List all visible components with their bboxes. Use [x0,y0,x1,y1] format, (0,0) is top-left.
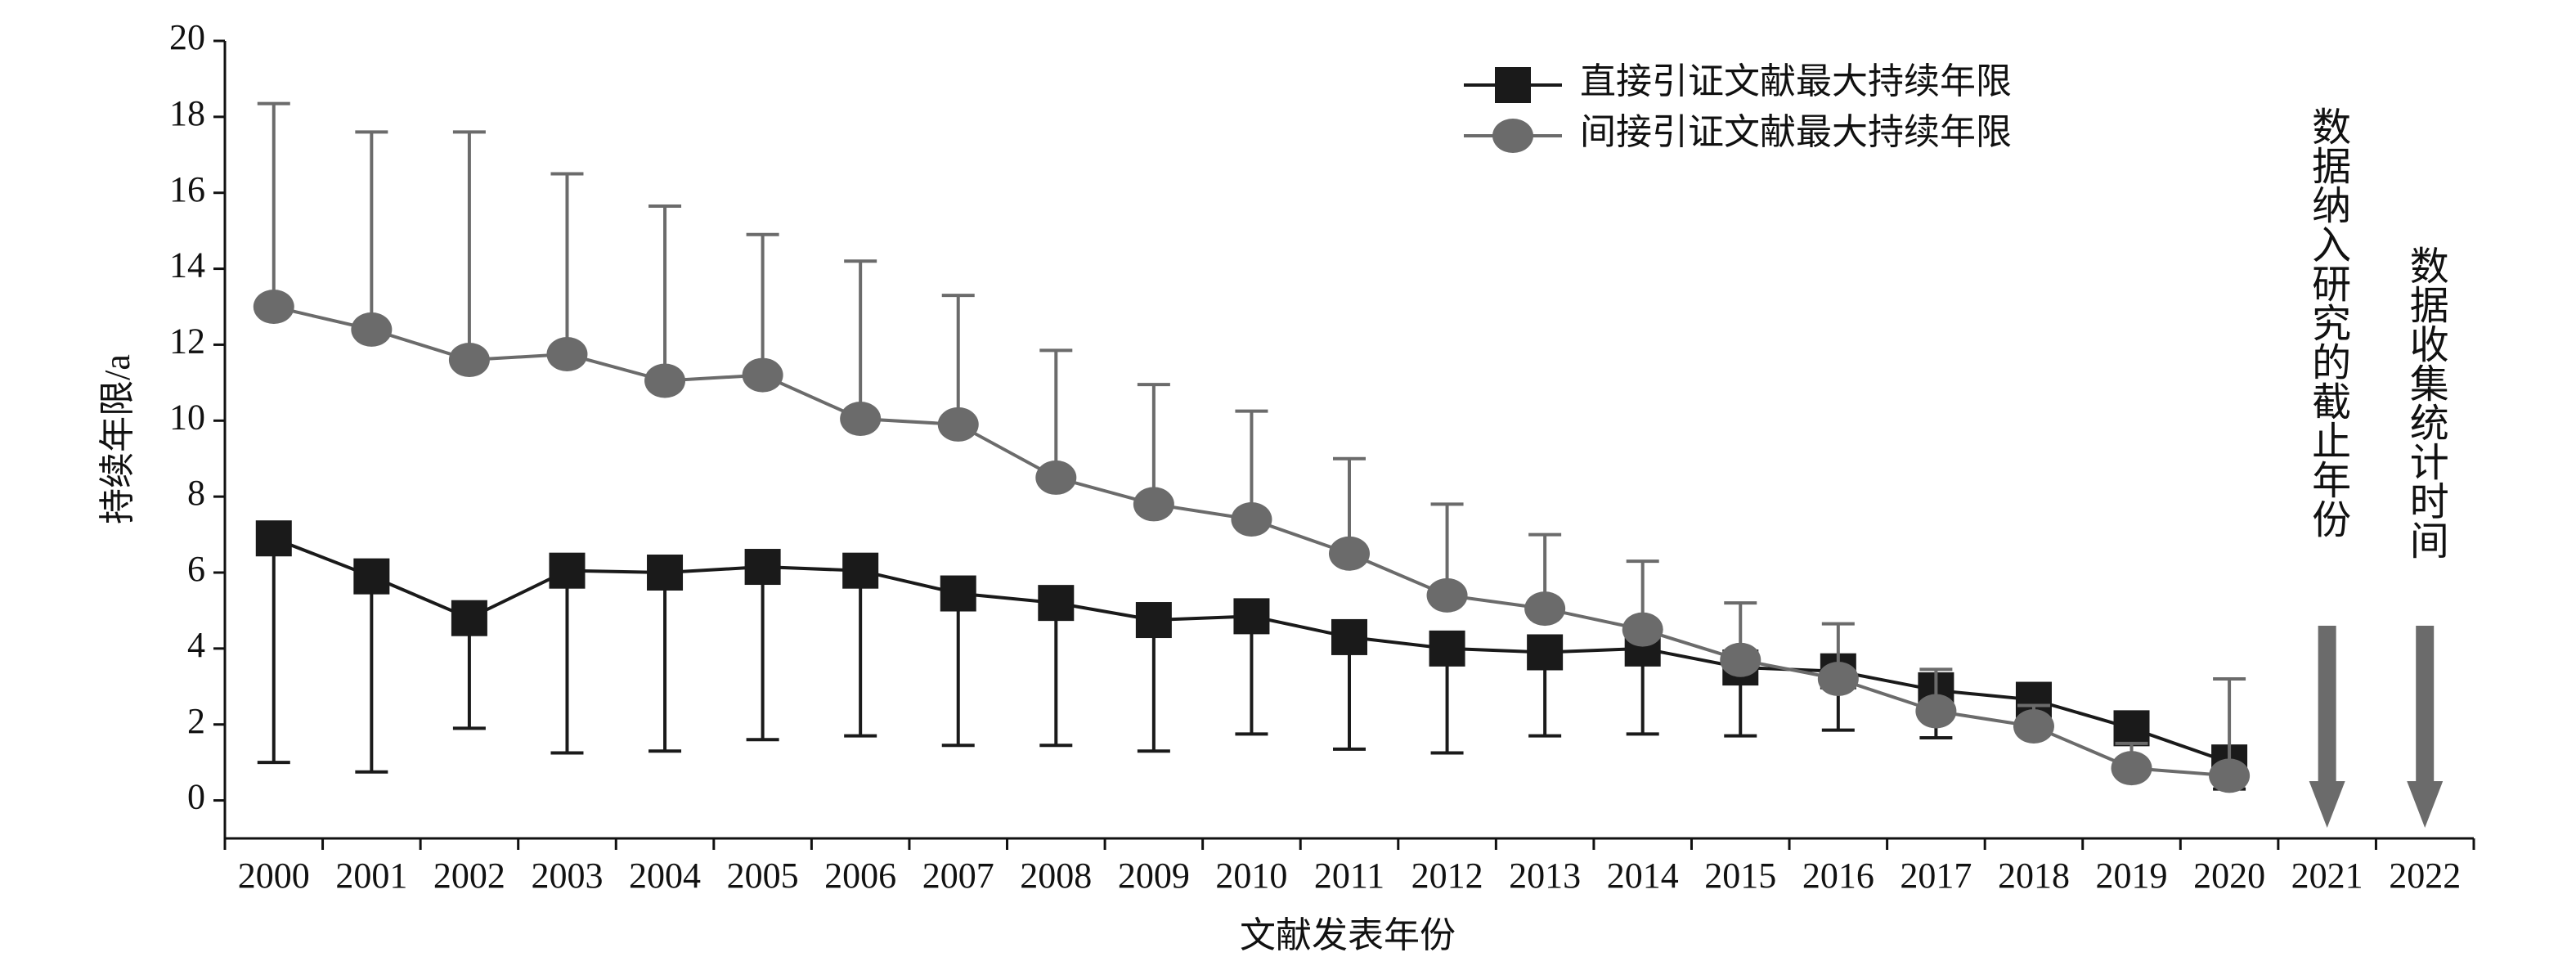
marker [1133,487,1174,522]
marker [549,552,586,589]
x-tick-label: 2006 [824,856,896,896]
x-tick-label: 2020 [2193,856,2265,896]
x-tick-label: 2014 [1607,856,1679,896]
marker [1233,598,1270,635]
marker [351,312,393,347]
marker [1524,591,1566,627]
x-tick-label: 2021 [2291,856,2363,896]
marker [546,337,588,372]
y-tick-label: 6 [187,549,205,589]
annotation-arrow [2407,626,2444,828]
x-tick-label: 2019 [2096,856,2168,896]
marker [1426,577,1468,613]
x-tick-label: 2022 [2389,856,2461,896]
marker [940,575,976,612]
y-tick-label: 2 [187,701,205,741]
legend-label: 间接引证文献最大持续年限 [1580,112,2012,152]
marker [1492,119,1533,153]
x-tick-label: 2011 [1314,856,1384,896]
y-tick-label: 14 [169,245,205,285]
marker [1231,502,1272,537]
annotation: 数据收集统计时间 [2403,245,2448,559]
x-tick-label: 2004 [629,856,701,896]
legend-label: 直接引证文献最大持续年限 [1580,61,2012,101]
marker [937,407,979,442]
annotation: 数据纳入研究的截止年份 [2305,106,2350,538]
marker [842,552,879,589]
marker [647,555,684,591]
x-axis-label: 文献发表年份 [1240,915,1456,955]
marker [255,520,292,557]
marker [644,363,686,398]
x-tick-label: 2013 [1509,856,1581,896]
y-tick-label: 12 [169,321,205,362]
y-axis-label: 持续年限/a [97,354,137,524]
marker [1331,618,1367,655]
y-tick-label: 4 [187,625,205,665]
x-tick-label: 2001 [335,856,407,896]
marker [2113,710,2150,747]
y-tick-label: 18 [169,93,205,133]
marker [1915,694,1957,729]
marker [451,600,487,636]
marker [1038,585,1075,622]
y-tick-label: 0 [187,777,205,817]
x-tick-label: 2003 [531,856,603,896]
y-tick-label: 20 [169,17,205,57]
marker [2013,709,2054,744]
marker [353,558,390,595]
x-tick-label: 2015 [1704,856,1776,896]
y-tick-label: 8 [187,473,205,513]
marker [1135,602,1172,639]
x-tick-label: 2009 [1118,856,1190,896]
marker [1329,536,1370,571]
x-tick-label: 2016 [1802,856,1874,896]
marker [1720,642,1761,677]
marker [2209,758,2251,793]
x-tick-label: 2007 [922,856,994,896]
x-tick-label: 2000 [238,856,310,896]
marker [742,357,783,393]
y-tick-label: 16 [169,169,205,209]
x-tick-label: 2005 [727,856,799,896]
marker [2111,751,2152,786]
marker [1622,612,1663,647]
marker [448,343,490,377]
marker [840,401,882,436]
x-tick-label: 2008 [1020,856,1092,896]
y-tick-label: 10 [169,397,205,437]
x-tick-label: 2017 [1900,856,1972,896]
x-tick-label: 2018 [1998,856,2070,896]
x-tick-label: 2010 [1215,856,1287,896]
marker [744,549,781,586]
annotation-arrow [2309,626,2345,828]
marker [1035,460,1077,495]
marker [253,290,294,324]
marker [1495,67,1531,103]
x-tick-label: 2012 [1411,856,1483,896]
x-tick-label: 2002 [433,856,505,896]
marker [1527,634,1564,671]
marker [1429,630,1465,667]
marker [1817,662,1859,696]
